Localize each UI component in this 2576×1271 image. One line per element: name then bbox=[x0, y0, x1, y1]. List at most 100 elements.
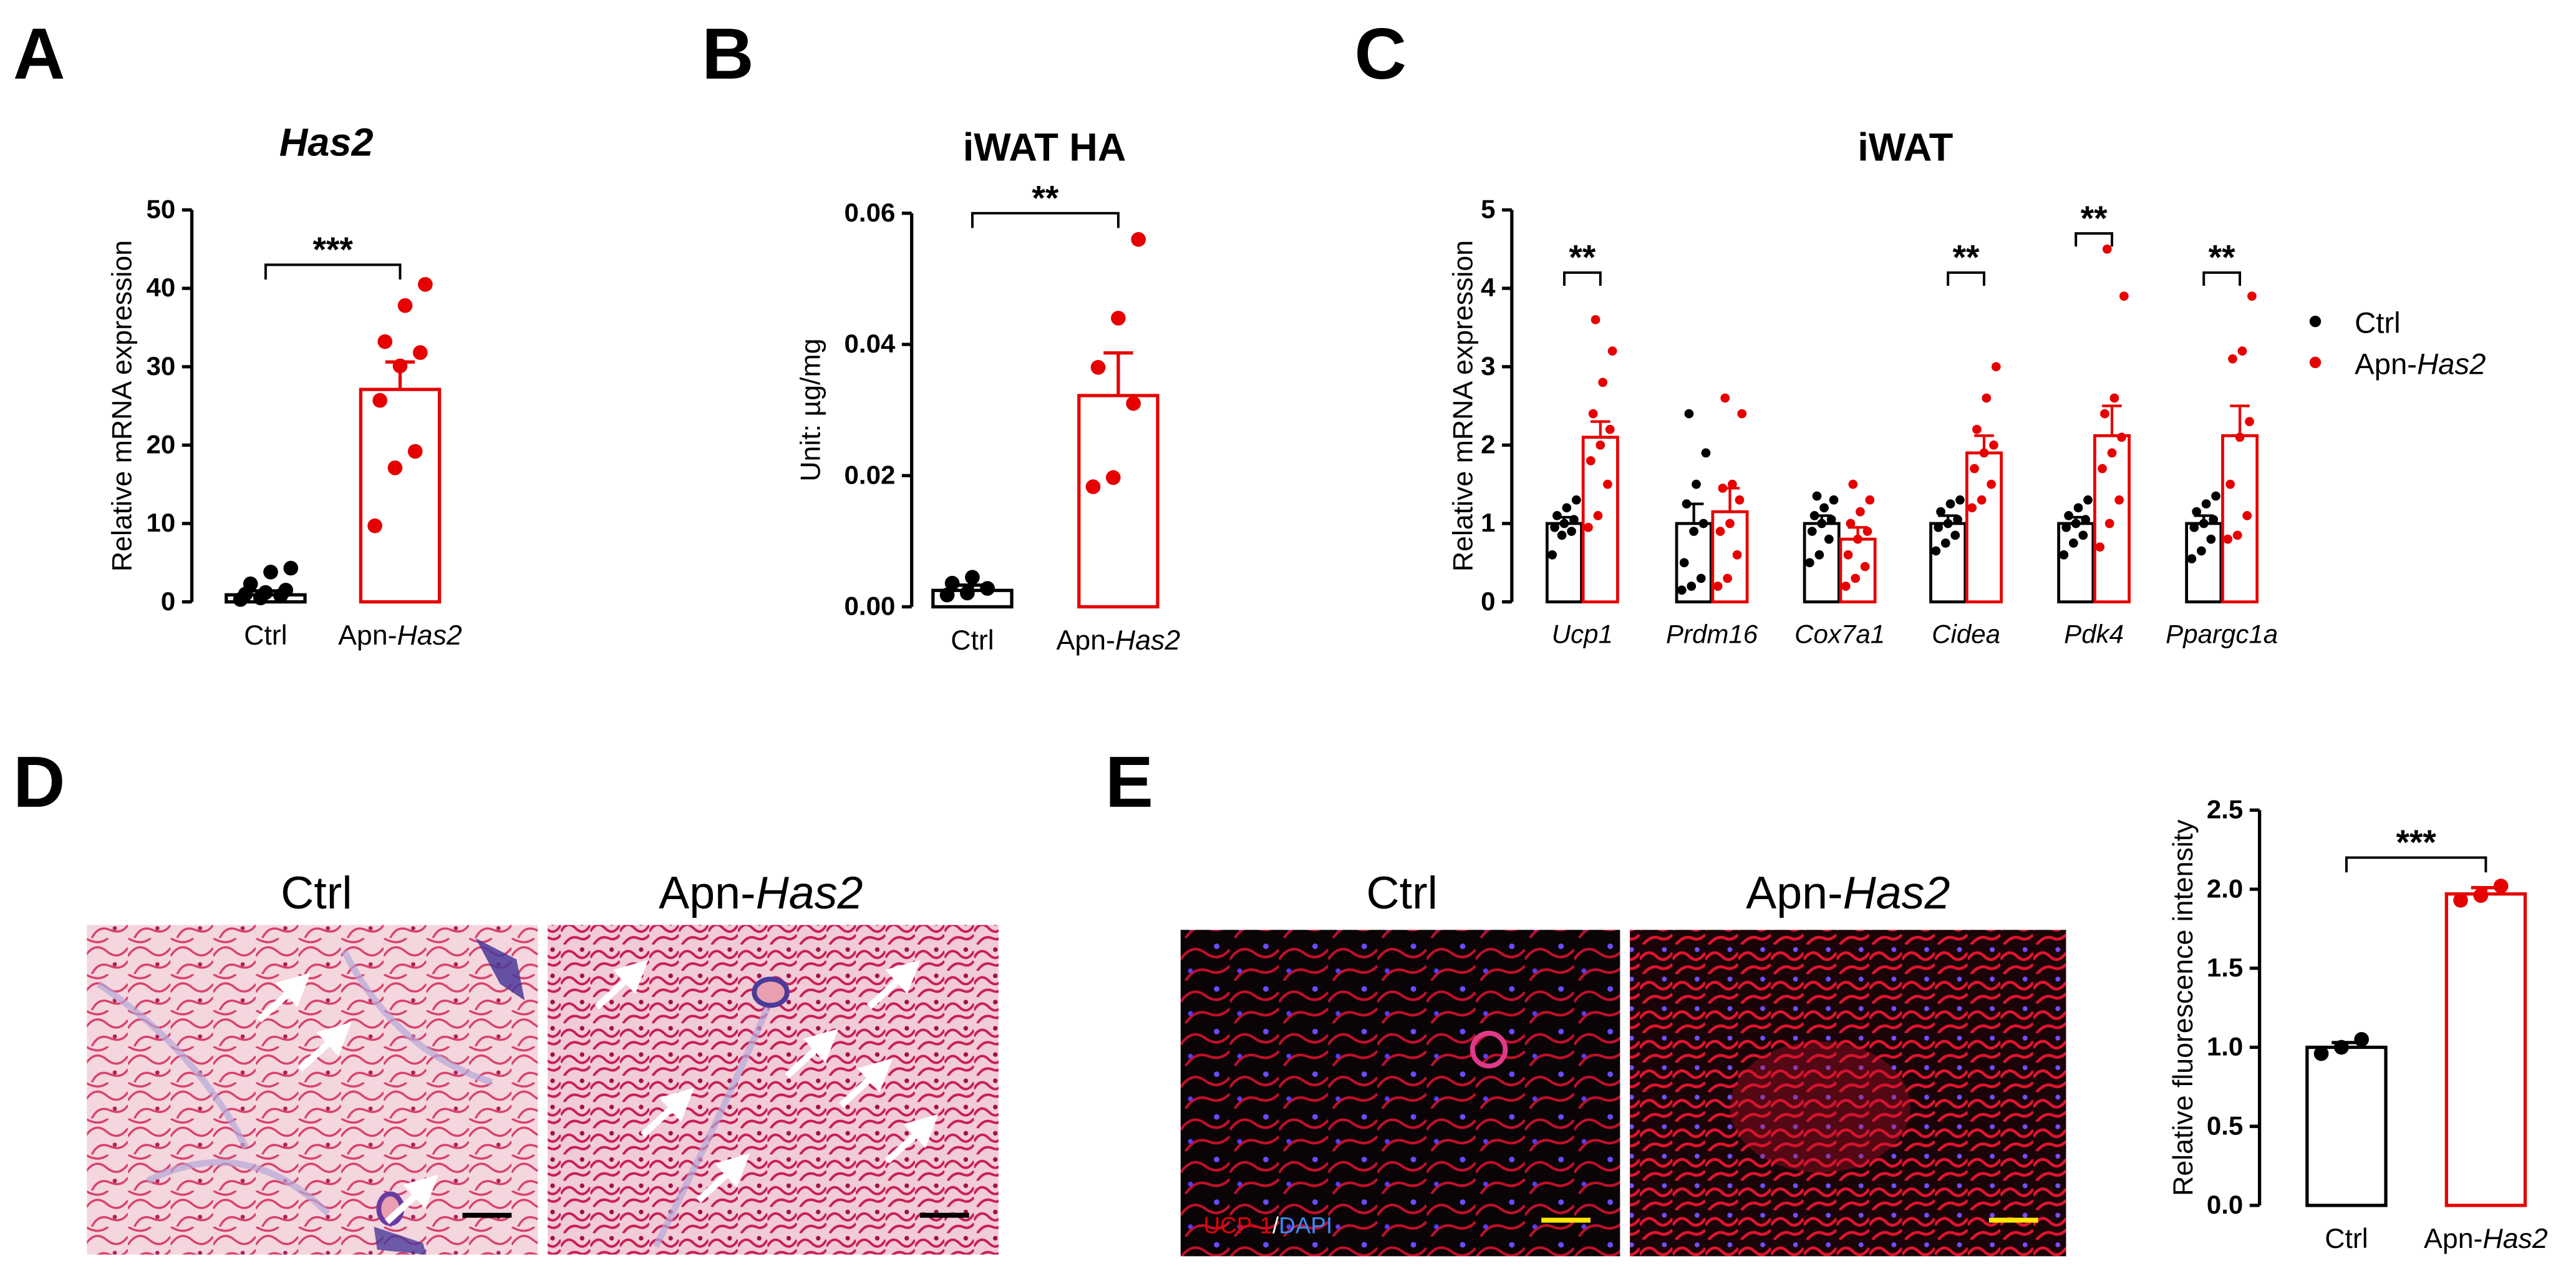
panel-e-images: Ctrl Apn-Has2 UCP-1/DAPI bbox=[1180, 867, 2066, 1257]
data-point bbox=[1943, 519, 1953, 528]
data-point bbox=[1989, 440, 1998, 450]
data-point bbox=[392, 358, 408, 374]
data-point bbox=[397, 298, 413, 313]
data-point bbox=[278, 582, 294, 598]
y-tick-label: 2.0 bbox=[2207, 874, 2243, 903]
data-point bbox=[1591, 314, 1600, 324]
data-point bbox=[412, 345, 428, 360]
data-point bbox=[2313, 1046, 2329, 1061]
legend-marker-treat bbox=[2309, 356, 2322, 369]
data-point bbox=[1562, 503, 1572, 513]
data-point bbox=[1931, 546, 1941, 556]
bar bbox=[2444, 892, 2527, 1207]
y-tick-label: 30 bbox=[147, 351, 176, 381]
significance-label: ** bbox=[1953, 238, 1980, 277]
data-point bbox=[2334, 1040, 2349, 1055]
data-point bbox=[2109, 393, 2119, 403]
y-tick-label: 20 bbox=[147, 429, 176, 459]
bar bbox=[2305, 1045, 2388, 1207]
panel-label-b: B bbox=[702, 13, 754, 94]
bar bbox=[2057, 522, 2095, 603]
data-point bbox=[1687, 582, 1697, 591]
y-tick-label: 0.06 bbox=[845, 198, 896, 227]
data-point bbox=[2209, 515, 2219, 525]
data-point bbox=[960, 585, 975, 601]
data-point bbox=[2119, 291, 2129, 301]
data-point bbox=[1862, 527, 1872, 536]
data-point bbox=[1111, 311, 1126, 326]
y-tick-label: 1 bbox=[1481, 508, 1495, 537]
data-point bbox=[2187, 554, 2197, 563]
x-tick-label: Apn-Has2 bbox=[1057, 625, 1181, 656]
data-point bbox=[1571, 495, 1581, 505]
bar bbox=[1839, 537, 1877, 603]
data-point bbox=[1677, 585, 1687, 595]
data-point bbox=[2247, 291, 2257, 301]
arrow-icon bbox=[298, 1022, 352, 1072]
data-point bbox=[2189, 522, 2199, 532]
data-point bbox=[1595, 440, 1605, 450]
data-point bbox=[1679, 558, 1689, 568]
data-point bbox=[1682, 499, 1692, 509]
legend-label-treat: Apn-Has2 bbox=[2355, 348, 2486, 381]
data-point bbox=[1735, 495, 1745, 505]
data-point bbox=[1805, 558, 1814, 568]
x-tick-label: Ctrl bbox=[244, 620, 287, 651]
x-tick-label: Cidea bbox=[1932, 619, 2000, 648]
bar bbox=[1965, 451, 2003, 603]
y-tick-label: 0 bbox=[161, 587, 175, 616]
x-tick-label: Ctrl bbox=[2325, 1224, 2368, 1254]
y-tick-label: 5 bbox=[1481, 195, 1495, 224]
y-tick-label: 1.5 bbox=[2207, 953, 2243, 982]
data-point bbox=[1945, 499, 1955, 509]
data-point bbox=[1557, 530, 1567, 540]
bar bbox=[1077, 394, 1160, 609]
data-point bbox=[1824, 534, 1834, 544]
data-point bbox=[2199, 519, 2209, 528]
data-point bbox=[939, 587, 955, 603]
significance-label: ** bbox=[2209, 238, 2235, 277]
data-point bbox=[1603, 479, 1612, 489]
bar bbox=[1929, 522, 1967, 603]
data-point bbox=[1713, 582, 1723, 591]
data-point bbox=[1856, 507, 1865, 517]
data-point bbox=[1605, 424, 1615, 434]
data-point bbox=[2114, 495, 2124, 505]
data-point bbox=[2061, 522, 2071, 532]
data-point bbox=[1584, 522, 1593, 532]
arrow-icon bbox=[256, 973, 311, 1023]
data-point bbox=[2071, 519, 2081, 528]
chart-title: iWAT bbox=[1857, 126, 1953, 170]
x-tick-label: Ucp1 bbox=[1552, 619, 1613, 648]
data-point bbox=[2081, 515, 2091, 525]
panel-label-d: D bbox=[13, 741, 65, 822]
data-point bbox=[2245, 417, 2254, 427]
data-point bbox=[2211, 491, 2220, 501]
data-point bbox=[1970, 464, 1979, 474]
data-point bbox=[2078, 530, 2088, 540]
y-axis-label: Relative fluorescence intensity bbox=[2168, 819, 2199, 1196]
d-ctrl-micrograph bbox=[87, 925, 538, 1255]
x-tick-label: Apn-Has2 bbox=[338, 620, 462, 651]
data-point bbox=[980, 581, 995, 596]
data-point bbox=[1725, 519, 1735, 528]
y-tick-label: 0.00 bbox=[845, 592, 896, 621]
data-point bbox=[1106, 470, 1121, 485]
data-point bbox=[1972, 424, 1982, 434]
y-tick-label: 0.02 bbox=[845, 460, 896, 489]
data-point bbox=[243, 576, 258, 592]
data-point bbox=[1718, 484, 1728, 493]
data-point bbox=[2073, 503, 2083, 513]
significance-bracket bbox=[971, 212, 1120, 228]
data-point bbox=[1586, 456, 1595, 465]
data-point bbox=[1737, 409, 1747, 419]
data-point bbox=[2068, 538, 2078, 548]
data-point bbox=[1696, 573, 1706, 583]
data-point bbox=[1692, 479, 1701, 489]
significance-bracket bbox=[1947, 271, 1985, 286]
panel-d-images: Ctrl Apn-Has2 bbox=[87, 867, 999, 1255]
bar bbox=[2093, 434, 2131, 603]
x-tick-label: Pdk4 bbox=[2064, 619, 2124, 648]
data-point bbox=[1723, 573, 1732, 583]
